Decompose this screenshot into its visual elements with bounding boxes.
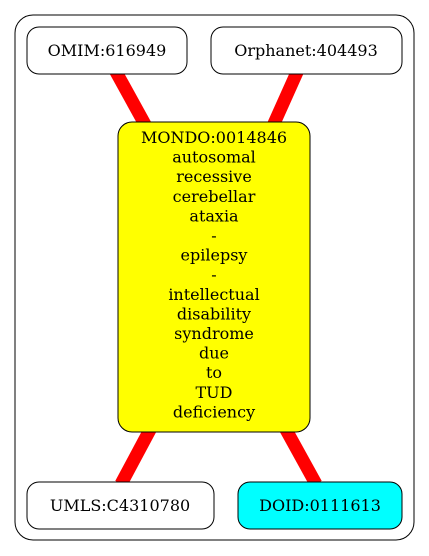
node-mondo-label-line: TUD xyxy=(196,383,233,402)
node-mondo-label-line: to xyxy=(206,363,222,382)
edge-orphanet-mondo xyxy=(266,67,304,131)
edge-mondo-umls xyxy=(115,422,158,488)
node-doid[interactable]: DOID:0111613 xyxy=(237,481,403,530)
node-mondo-label-line: - xyxy=(211,226,216,245)
node-mondo-label-line: due xyxy=(199,344,229,363)
node-doid-box xyxy=(237,481,403,530)
node-mondo-label-line: deficiency xyxy=(173,402,255,421)
node-mondo-label-line: epilepsy xyxy=(181,246,248,265)
node-mondo-label-line: - xyxy=(211,265,216,284)
edge-omim-mondo xyxy=(109,66,153,132)
node-mondo-box xyxy=(117,121,311,433)
node-orphanet[interactable]: Orphanet:404493 xyxy=(210,26,403,75)
node-mondo-label-line: MONDO:0014846 xyxy=(141,128,287,147)
node-mondo-label-line: syndrome xyxy=(174,324,254,343)
node-mondo-label-line: recessive xyxy=(176,167,252,186)
node-mondo[interactable]: MONDO:0014846 autosomal recessive cerebella… xyxy=(117,121,311,433)
node-mondo-label-line: cerebellar xyxy=(173,187,256,206)
node-doid-label: DOID:0111613 xyxy=(259,496,381,515)
node-mondo-label-line: intellectual xyxy=(168,285,259,304)
node-mondo-label: MONDO:0014846 autosomal recessive cerebella… xyxy=(141,128,287,421)
node-mondo-label-line: disability xyxy=(177,304,251,323)
node-mondo-label-line: ataxia xyxy=(189,206,239,225)
node-mondo-label-line: autosomal xyxy=(172,148,256,167)
node-omim-box xyxy=(26,26,188,75)
node-omim[interactable]: OMIM:616949 xyxy=(26,26,188,75)
edge-mondo-doid xyxy=(278,422,322,488)
node-orphanet-label: Orphanet:404493 xyxy=(234,41,378,60)
node-umls-box xyxy=(26,481,215,530)
edges xyxy=(109,66,322,488)
node-omim-label: OMIM:616949 xyxy=(48,41,167,60)
node-umls-label: UMLS:C4310780 xyxy=(50,496,190,515)
node-umls[interactable]: UMLS:C4310780 xyxy=(26,481,215,530)
node-orphanet-box xyxy=(210,26,403,75)
